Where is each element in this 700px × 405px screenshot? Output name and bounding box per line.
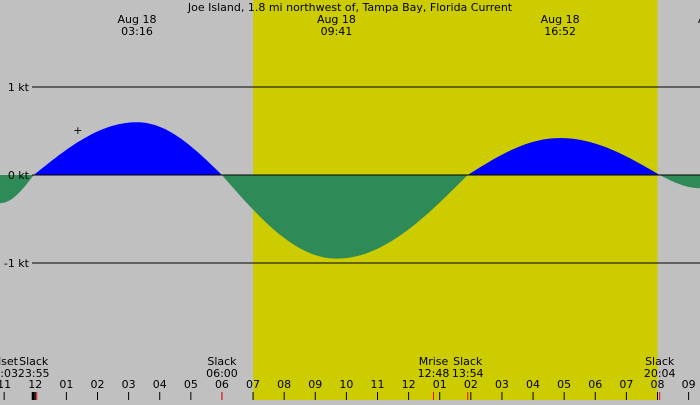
y-tick-label: 0 kt: [8, 169, 30, 182]
event-time: 20:04: [644, 367, 676, 380]
x-tick-label: 09: [308, 378, 322, 391]
chart-title: Joe Island, 1.8 mi northwest of, Tampa B…: [187, 1, 513, 14]
peak-time-label: 16:52: [544, 25, 576, 38]
x-tick-label: 07: [619, 378, 633, 391]
x-tick-label: 06: [215, 378, 229, 391]
flood-area: [467, 138, 660, 175]
event-label: Slack: [207, 355, 237, 368]
x-tick-label: 03: [122, 378, 136, 391]
x-tick-label: 11: [0, 378, 11, 391]
x-tick-label: 02: [464, 378, 478, 391]
event-marker: [31, 392, 35, 400]
event-label: Mset: [0, 355, 19, 368]
event-time: 06:00: [206, 367, 238, 380]
y-tick-label: -1 kt: [4, 257, 30, 270]
event-time: 13:54: [452, 367, 484, 380]
x-tick-label: 05: [184, 378, 198, 391]
y-tick-label: 1 kt: [8, 81, 30, 94]
x-tick-label: 01: [59, 378, 73, 391]
peak-time-label: 09:41: [321, 25, 353, 38]
event-label: Mrise: [419, 355, 449, 368]
x-tick-label: 07: [246, 378, 260, 391]
x-tick-label: 12: [28, 378, 42, 391]
peak-time-label: 03:16: [121, 25, 153, 38]
x-tick-label: 12: [402, 378, 416, 391]
event-label: Slack: [19, 355, 49, 368]
x-tick-label: 02: [91, 378, 105, 391]
event-time: 12:48: [418, 367, 450, 380]
x-tick-label: 11: [371, 378, 385, 391]
x-tick-label: 04: [526, 378, 540, 391]
x-tick-label: 01: [433, 378, 447, 391]
event-label: Slack: [453, 355, 483, 368]
ebb-area: [0, 175, 34, 204]
peak-date-label: Aug 18: [118, 13, 157, 26]
x-tick-label: 04: [153, 378, 167, 391]
plus-marker: +: [73, 124, 82, 137]
x-tick-label: 10: [339, 378, 353, 391]
x-tick-label: 09: [682, 378, 696, 391]
ebb-area: [659, 175, 700, 189]
peak-date-label: Aug 18: [541, 13, 580, 26]
peak-date-label: Aug 18: [317, 13, 356, 26]
x-tick-label: 08: [651, 378, 665, 391]
x-tick-label: 05: [557, 378, 571, 391]
event-time: 23:03: [0, 367, 18, 380]
x-tick-label: 08: [277, 378, 291, 391]
ebb-area: [221, 175, 468, 259]
event-label: Slack: [645, 355, 675, 368]
edge-label: A: [698, 13, 700, 26]
x-tick-label: 06: [588, 378, 602, 391]
x-tick-label: 03: [495, 378, 509, 391]
flood-area: [33, 122, 222, 175]
event-time: 23:55: [18, 367, 50, 380]
